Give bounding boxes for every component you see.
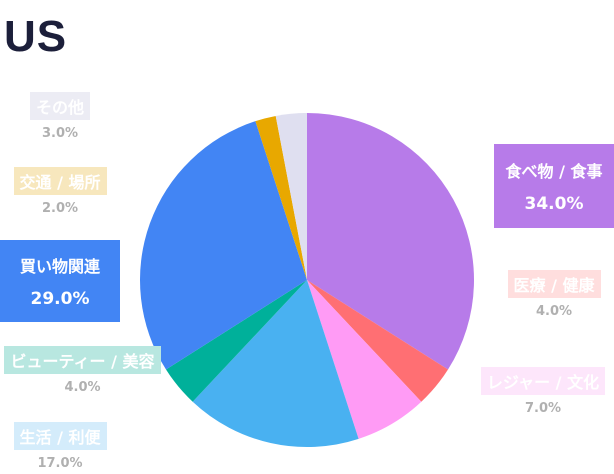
slice-label-name-2: レジャー / 文化	[480, 366, 606, 395]
chart-title: US	[4, 12, 68, 61]
slice-label-value-0: 34.0%	[524, 194, 584, 214]
slice-label-value-5: 29.0%	[30, 289, 90, 309]
slice-label-5: 買い物関連 29.0%	[0, 240, 120, 322]
slice-label-name-4: ビューティー / 美容	[4, 345, 161, 374]
slice-label-value-1: 4.0%	[535, 303, 573, 319]
slice-label-6: 交通 / 場所 2.0%	[0, 163, 120, 219]
slice-label-3: 生活 / 利便 17.0%	[0, 418, 120, 474]
slice-label-name-5: 買い物関連	[19, 257, 100, 276]
pie-slice-3	[192, 280, 359, 448]
slice-label-value-4: 4.0%	[64, 379, 101, 395]
slice-label-1: 医療 / 健康 4.0%	[494, 266, 614, 322]
slice-label-name-7: その他	[29, 91, 90, 120]
slice-label-value-6: 2.0%	[41, 200, 79, 216]
slice-label-name-6: 交通 / 場所	[13, 166, 107, 195]
pie-slice-7	[275, 113, 307, 280]
slice-label-name-0: 食べ物 / 食事	[505, 162, 603, 181]
pie-slice-0	[307, 113, 475, 370]
pie-slice-6	[255, 115, 307, 280]
pie-slice-2	[307, 280, 422, 439]
slice-label-value-3: 17.0%	[37, 455, 83, 471]
pie-slice-5	[139, 121, 307, 370]
slice-label-4: ビューティー / 美容 4.0%	[0, 342, 165, 398]
slice-label-value-2: 7.0%	[524, 400, 562, 416]
slice-label-name-1: 医療 / 健康	[507, 269, 601, 298]
pie-slice-4	[165, 280, 307, 402]
slice-label-2: レジャー / 文化 7.0%	[472, 363, 614, 419]
slice-label-0: 食べ物 / 食事 34.0%	[494, 144, 614, 228]
slice-label-7: その他 3.0%	[0, 88, 120, 144]
slice-label-value-7: 3.0%	[41, 125, 79, 141]
pie-slice-1	[307, 280, 449, 402]
slice-label-name-3: 生活 / 利便	[13, 421, 107, 450]
